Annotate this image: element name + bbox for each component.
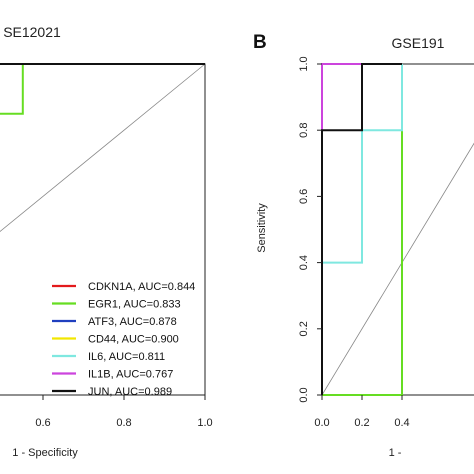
legend-entry: JUN, AUC=0.989 [88, 386, 172, 398]
x-tick-label: 0.4 [394, 417, 409, 429]
panel-0 [0, 63, 206, 400]
x-axis-label: 1 - Specificity [12, 447, 78, 459]
x-tick-label: 0.8 [116, 417, 131, 429]
legend-entry: IL6, AUC=0.811 [88, 351, 165, 363]
diagonal-reference-line [0, 63, 206, 233]
x-tick-label: 1.0 [197, 417, 212, 429]
x-tick-label: 0.6 [35, 417, 50, 429]
chart-title: GSE191 [392, 35, 445, 51]
roc-curve-jun [321, 63, 402, 395]
y-tick-label: 0.2 [298, 321, 310, 336]
y-tick-label: 1.0 [298, 56, 310, 71]
y-axis-label: Sensitivity [256, 203, 268, 253]
legend-entry: IL1B, AUC=0.767 [88, 369, 173, 381]
x-tick-label: 0.2 [354, 417, 369, 429]
y-tick-label: 0.0 [298, 387, 310, 402]
panel-1 [317, 63, 474, 400]
legend-entry: EGR1, AUC=0.833 [88, 299, 181, 311]
x-tick-label: 0.0 [314, 417, 329, 429]
legend-entry: CD44, AUC=0.900 [88, 334, 179, 346]
y-tick-label: 0.8 [298, 123, 310, 138]
plot-frame [321, 63, 474, 396]
y-tick-label: 0.4 [298, 255, 310, 270]
chart-title: SE12021 [3, 24, 61, 40]
panel-label: B [253, 32, 267, 53]
diagonal-reference-line [321, 142, 474, 396]
legend-entry: ATF3, AUC=0.878 [88, 316, 177, 328]
y-tick-label: 0.6 [298, 189, 310, 204]
legend-entry: CDKN1A, AUC=0.844 [88, 281, 195, 293]
x-axis-label: 1 - [389, 447, 402, 459]
